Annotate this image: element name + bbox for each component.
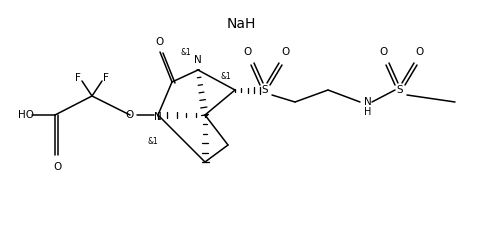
Text: S: S — [397, 85, 403, 95]
Text: N: N — [154, 112, 162, 122]
Text: &1: &1 — [181, 48, 191, 56]
Text: O: O — [156, 37, 164, 47]
Text: N: N — [364, 97, 372, 107]
Text: O: O — [416, 47, 424, 57]
Text: F: F — [75, 73, 81, 83]
Text: O: O — [53, 162, 61, 172]
Text: O: O — [281, 47, 289, 57]
Text: H: H — [364, 107, 371, 117]
Text: &1: &1 — [221, 71, 231, 81]
Text: NaH: NaH — [227, 17, 255, 31]
Text: F: F — [103, 73, 109, 83]
Text: O: O — [379, 47, 387, 57]
Text: HO: HO — [18, 110, 34, 120]
Text: N: N — [194, 55, 202, 65]
Text: &1: &1 — [147, 136, 159, 146]
Text: S: S — [262, 85, 268, 95]
Text: O: O — [126, 110, 134, 120]
Text: O: O — [244, 47, 252, 57]
